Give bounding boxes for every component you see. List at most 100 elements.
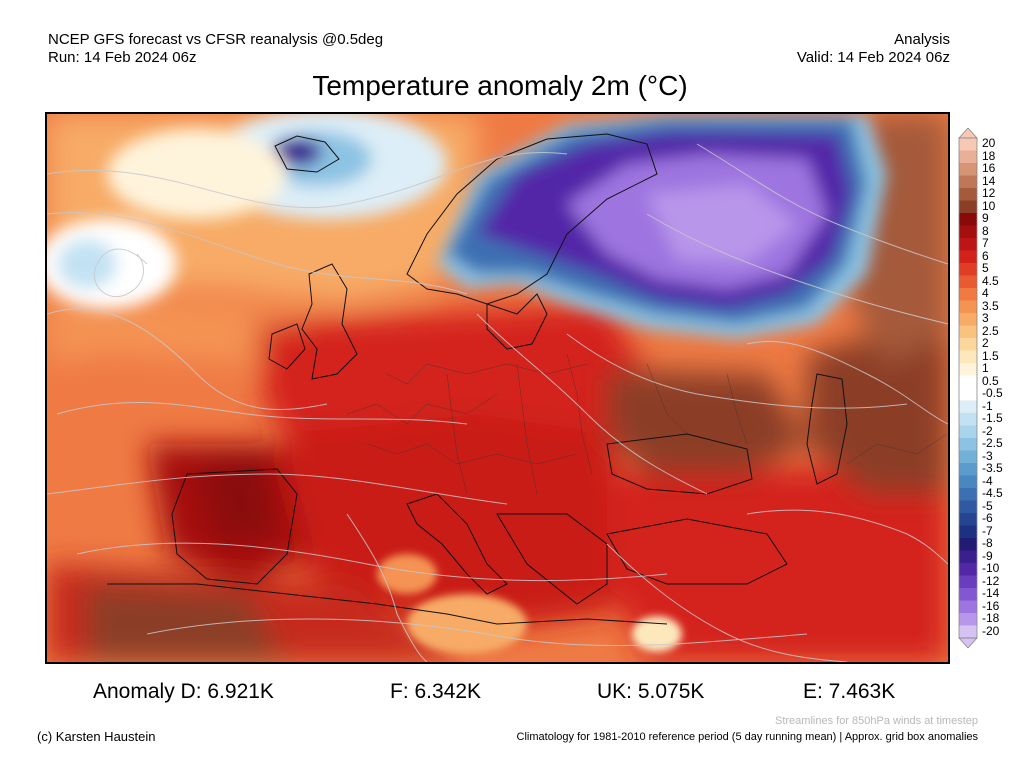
colorbar-swatch xyxy=(959,525,977,539)
colorbar-swatch xyxy=(959,275,977,289)
wind-streamlines xyxy=(47,143,948,662)
analysis-label: Analysis xyxy=(894,31,950,48)
colorbar-swatch xyxy=(959,388,977,401)
colorbar-swatch xyxy=(959,550,977,564)
anomaly-map xyxy=(45,112,950,664)
colorbar-swatch xyxy=(959,375,977,389)
colorbar-label: -16 xyxy=(982,598,1000,613)
copyright: (c) Karsten Haustein xyxy=(37,729,156,744)
colorbar-label: 6 xyxy=(982,248,989,263)
colorbar-swatch xyxy=(959,463,977,476)
map-svg xyxy=(47,114,948,662)
colorbar-label: -20 xyxy=(982,623,1000,638)
colorbar-swatch xyxy=(959,538,977,551)
colorbar-swatch xyxy=(959,575,977,589)
colorbar-swatch xyxy=(959,225,977,239)
colorbar-label: 2 xyxy=(982,336,989,351)
colorbar-outline xyxy=(958,137,978,639)
colorbar-label: -0.5 xyxy=(982,386,1003,401)
map-title: Temperature anomaly 2m (°C) xyxy=(312,70,688,101)
colorbar-label: -5 xyxy=(982,498,993,513)
colorbar-swatch xyxy=(959,588,977,601)
colorbar-swatch xyxy=(959,500,977,514)
streamlines-note: Streamlines for 850hPa winds at timestep xyxy=(775,715,978,727)
colorbar-label: 4.5 xyxy=(982,273,999,288)
colorbar-label: -9 xyxy=(982,548,993,563)
colorbar-swatch xyxy=(959,413,977,426)
colorbar-label: 20 xyxy=(982,136,996,151)
colorbar-label: -3 xyxy=(982,448,993,463)
colorbar-swatch xyxy=(959,188,977,201)
colorbar-label: 14 xyxy=(982,173,996,188)
colorbar-label: 18 xyxy=(982,148,996,163)
colorbar-label: 3.5 xyxy=(982,298,999,313)
colorbar-label: -8 xyxy=(982,536,993,551)
colorbar-label: 16 xyxy=(982,161,996,176)
colorbar-swatch xyxy=(959,250,977,264)
climatology-note: Climatology for 1981-2010 reference peri… xyxy=(516,731,978,743)
colorbar-swatch xyxy=(959,600,977,614)
colorbar-label: 3 xyxy=(982,311,989,326)
colorbar-label: -2 xyxy=(982,423,993,438)
colorbar-label: -4 xyxy=(982,473,993,488)
colorbar-label: 2.5 xyxy=(982,323,999,338)
colorbar-label: 0.5 xyxy=(982,373,999,388)
model-description: NCEP GFS forecast vs CFSR reanalysis @0.… xyxy=(48,31,384,48)
colorbar-label: 4 xyxy=(982,286,989,301)
colorbar-swatch xyxy=(959,513,977,526)
colorbar-label: 12 xyxy=(982,186,996,201)
colorbar-swatch xyxy=(959,363,977,376)
colorbar-label: 10 xyxy=(982,198,996,213)
colorbar-swatch xyxy=(959,200,977,214)
colorbar-label: 1.5 xyxy=(982,348,999,363)
colorbar-label: -12 xyxy=(982,573,1000,588)
colorbar-swatch xyxy=(959,300,977,314)
colorbar-swatch xyxy=(959,613,977,626)
colorbar-swatch xyxy=(959,138,977,151)
header-left: NCEP GFS forecast vs CFSR reanalysis @0.… xyxy=(48,31,383,67)
header-right: Analysis Valid: 14 Feb 2024 06z xyxy=(797,31,950,67)
colorbar-label: -14 xyxy=(982,586,1000,601)
colorbar-bottom-arrow xyxy=(958,637,978,648)
colorbar xyxy=(958,128,978,648)
colorbar-swatch xyxy=(959,238,977,251)
colorbar-label: 7 xyxy=(982,236,989,251)
colorbar-swatch xyxy=(959,563,977,576)
colorbar-swatch xyxy=(959,450,977,464)
colorbar-label: -1.5 xyxy=(982,411,1003,426)
stat-uk: UK: 5.075K xyxy=(597,680,705,703)
colorbar-label: -2.5 xyxy=(982,436,1003,451)
colorbar-swatch xyxy=(959,263,977,276)
anomaly-stats: Anomaly D: 6.921K F: 6.342K UK: 5.075K E… xyxy=(0,680,1024,706)
colorbar-label: -18 xyxy=(982,611,1000,626)
coastlines xyxy=(107,133,848,625)
colorbar-swatch xyxy=(959,488,977,501)
colorbar-top-arrow xyxy=(958,128,978,139)
colorbar-swatch xyxy=(959,338,977,351)
colorbar-swatch xyxy=(959,175,977,189)
stat-germany: Anomaly D: 6.921K xyxy=(93,680,274,703)
colorbar-swatch xyxy=(959,475,977,489)
colorbar-swatch xyxy=(959,150,977,164)
colorbar-label: 9 xyxy=(982,211,989,226)
colorbar-swatch xyxy=(959,350,977,364)
run-time: Run: 14 Feb 2024 06z xyxy=(48,49,197,66)
colorbar-label: 8 xyxy=(982,223,989,238)
colorbar-label: -7 xyxy=(982,523,993,538)
colorbar-swatch xyxy=(959,213,977,226)
colorbar-label: -4.5 xyxy=(982,486,1003,501)
colorbar-swatch xyxy=(959,625,977,639)
colorbar-label: 1 xyxy=(982,361,989,376)
colorbar-label: -10 xyxy=(982,561,1000,576)
stat-france: F: 6.342K xyxy=(390,680,482,703)
colorbar-swatch xyxy=(959,425,977,439)
borders xyxy=(346,353,948,495)
cold-anomaly xyxy=(437,114,887,339)
stat-europe: E: 7.463K xyxy=(803,680,896,703)
colorbar-swatch xyxy=(959,163,977,176)
colorbar-swatch xyxy=(959,313,977,326)
valid-time: Valid: 14 Feb 2024 06z xyxy=(796,49,950,66)
colorbar-swatch xyxy=(959,438,977,451)
colorbar-swatch xyxy=(959,325,977,339)
colorbar-label: -6 xyxy=(982,511,993,526)
